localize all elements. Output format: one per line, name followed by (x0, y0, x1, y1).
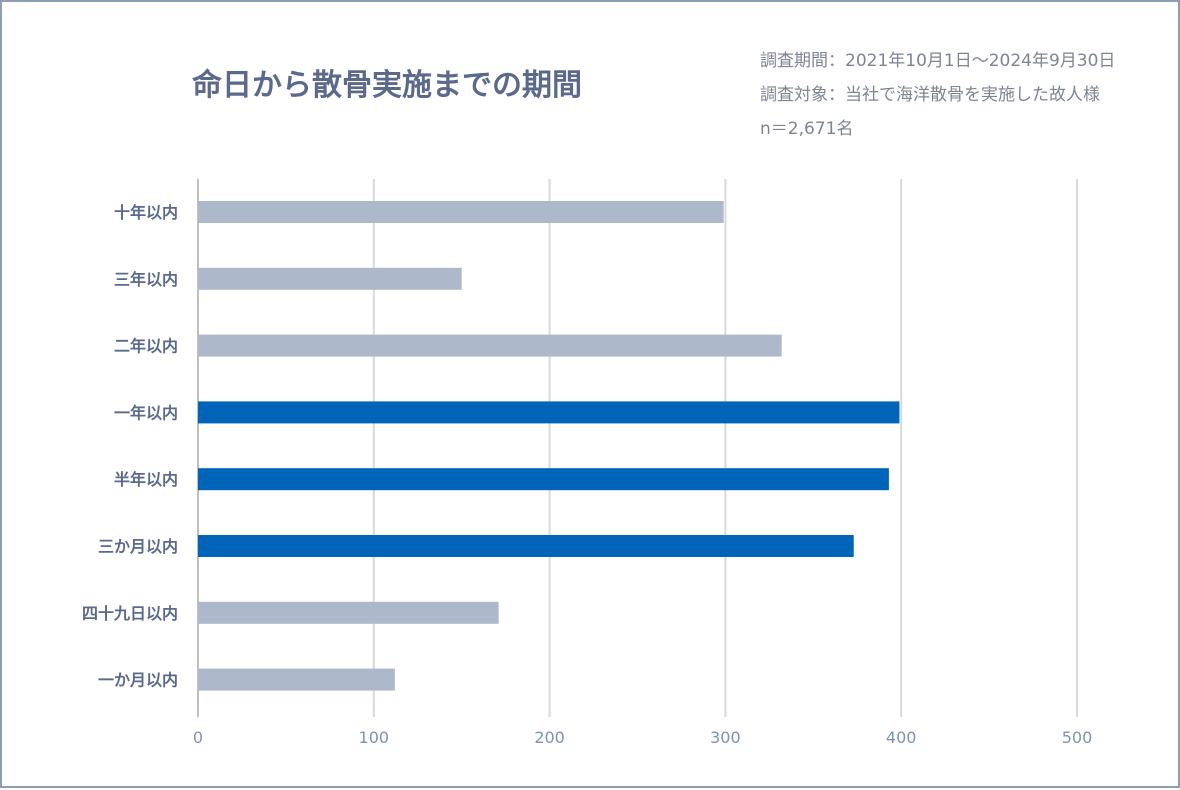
survey-period-note: 調査期間：2021年10月1日～2024年9月30日 (760, 51, 1116, 71)
survey-notes: 調査期間：2021年10月1日～2024年9月30日 調査対象：当社で海洋散骨を… (760, 44, 1115, 146)
x-tick-label: 100 (359, 728, 390, 747)
survey-target-note: 調査対象：当社で海洋散骨を実施した故人様 (760, 85, 1100, 105)
x-tick-label: 300 (710, 728, 741, 747)
category-label: 一か月以内 (98, 671, 178, 690)
bar (198, 267, 462, 290)
x-tick-label: 0 (193, 728, 203, 747)
category-label: 四十九日以内 (82, 604, 178, 623)
x-tick-label: 500 (1062, 728, 1093, 747)
category-label: 三か月以内 (98, 537, 178, 556)
bar (198, 468, 889, 491)
x-tick-label: 200 (534, 728, 565, 747)
category-label: 一年以内 (114, 403, 178, 422)
category-label: 半年以内 (114, 470, 178, 489)
bar (198, 401, 900, 424)
category-label: 二年以内 (114, 337, 178, 356)
chart-title: 命日から散骨実施までの期間 (192, 68, 582, 103)
bar (198, 668, 395, 691)
category-label: 十年以内 (114, 203, 178, 222)
category-label: 三年以内 (114, 270, 178, 289)
x-tick-label: 400 (886, 728, 917, 747)
sample-size-note: n＝2,671名 (760, 119, 854, 139)
bar (198, 334, 782, 357)
bar (198, 535, 854, 557)
bar (198, 201, 724, 223)
bar (198, 601, 499, 624)
